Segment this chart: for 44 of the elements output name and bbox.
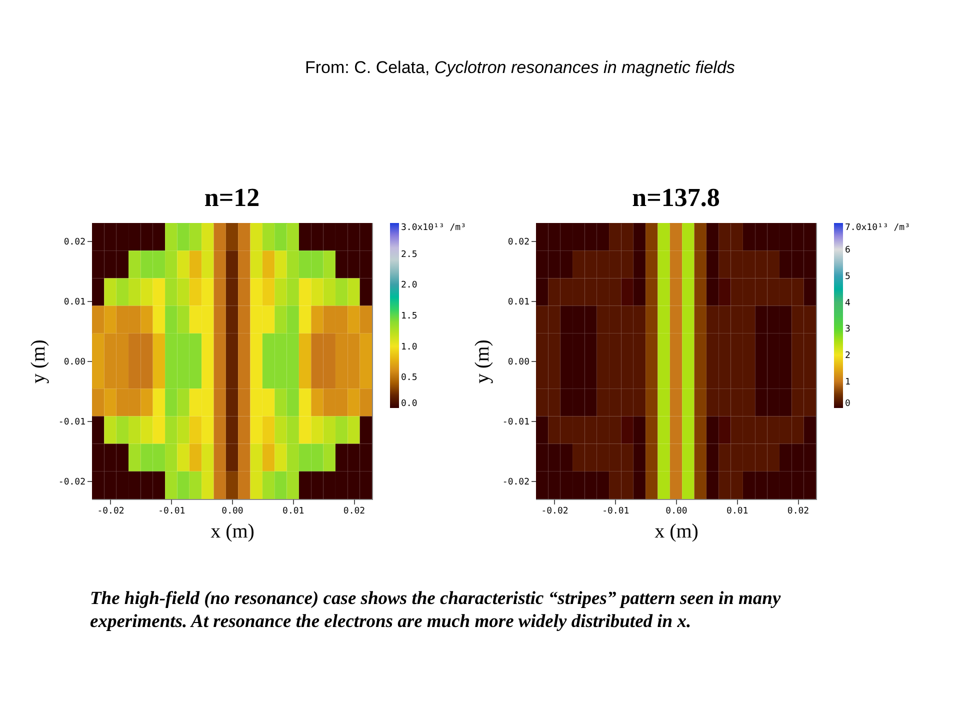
x-tick-label: -0.02 <box>541 506 568 516</box>
color-bar-label: 1 <box>845 378 850 388</box>
x-tick-label: -0.01 <box>602 506 630 516</box>
x-tick-label: -0.01 <box>158 506 186 516</box>
color-bar-label: 4 <box>845 298 850 308</box>
chart-title: n=137.8 <box>632 183 720 212</box>
y-tick-label: 0.01 <box>64 298 86 308</box>
color-bar-label: 5 <box>845 272 850 282</box>
color-bar-label: 2.5 <box>401 250 418 260</box>
color-bar-label: 1.0 <box>401 342 418 352</box>
color-bar-label: 0 <box>845 399 850 409</box>
y-tick-label: -0.01 <box>502 418 530 428</box>
color-bar-label: 0.0 <box>401 399 418 409</box>
text: From: C. Celata, <box>305 58 431 77</box>
y-axis-title: y (m) <box>471 340 494 384</box>
y-tick-label: 0.00 <box>508 358 530 368</box>
y-tick-label: -0.02 <box>58 478 86 488</box>
color-bar-label: 3.0x10¹³ /m³ <box>401 223 466 233</box>
x-tick-label: 0.00 <box>222 506 244 516</box>
color-bar-label: 1.5 <box>401 312 418 322</box>
text: Cyclotron resonances in magnetic fields <box>434 58 735 77</box>
x-tick-label: 0.01 <box>282 506 304 516</box>
x-tick-label: 0.00 <box>666 506 688 516</box>
x-tick-label: -0.02 <box>97 506 124 516</box>
color-bar-label: 7.0x10¹³ /m³ <box>845 223 910 233</box>
chart-title: n=12 <box>204 183 260 212</box>
color-bar-label: 0.5 <box>401 373 418 384</box>
y-tick-label: -0.01 <box>58 418 86 428</box>
x-tick-label: 0.02 <box>787 506 810 516</box>
x-tick-label: 0.01 <box>726 506 748 516</box>
text: The high-field (no resonance) case shows the characteristic “stripes” pattern seen in many experiments. At resonance the electrons are much more widely distributed in x. <box>90 588 782 634</box>
y-tick-label: -0.02 <box>502 478 530 488</box>
y-tick-label: 0.02 <box>508 238 530 248</box>
color-bar-label: 2 <box>845 351 850 362</box>
color-bar-label: 6 <box>845 245 850 256</box>
y-axis-title: y (m) <box>27 340 50 384</box>
y-tick-label: 0.00 <box>64 358 86 368</box>
color-bar-label: 3 <box>845 324 850 335</box>
x-tick-label: 0.02 <box>343 506 366 516</box>
x-axis-title: x (m) <box>210 520 254 542</box>
x-axis-title: x (m) <box>654 520 698 542</box>
y-tick-label: 0.01 <box>508 298 530 308</box>
color-bar-label: 2.0 <box>401 280 418 291</box>
y-tick-label: 0.02 <box>64 238 86 248</box>
